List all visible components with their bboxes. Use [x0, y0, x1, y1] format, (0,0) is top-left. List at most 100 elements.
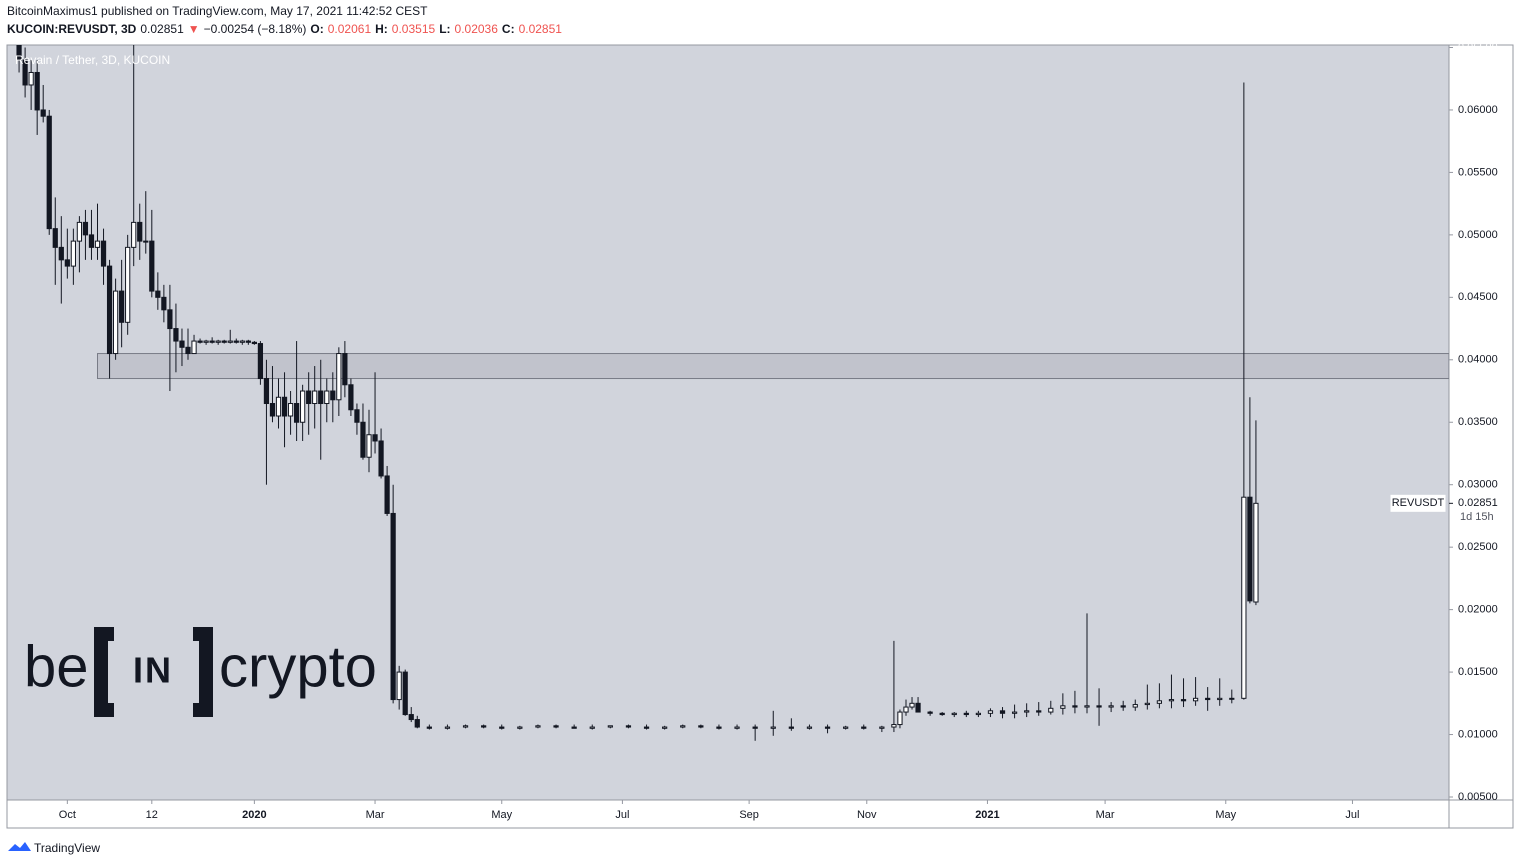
y-tick-label: 0.06500	[1458, 41, 1498, 53]
candle-body	[390, 512, 396, 701]
candle-body	[161, 296, 167, 311]
candle-body	[1229, 697, 1235, 700]
candle-body	[287, 403, 294, 417]
candle-body	[698, 725, 704, 728]
plot-area	[16, 45, 1449, 741]
candle-body	[46, 115, 52, 230]
candle-body	[275, 396, 282, 417]
candle-body	[1108, 705, 1114, 708]
header-field: C:	[502, 22, 515, 36]
candle-body	[939, 712, 945, 716]
x-tick-label: 2020	[242, 809, 266, 821]
candle-body	[269, 403, 276, 417]
candle-body	[1072, 705, 1078, 708]
candle-body	[499, 726, 505, 729]
candle-body	[444, 726, 451, 729]
y-tick-label: 0.03000	[1458, 479, 1498, 491]
candle-body	[414, 719, 420, 728]
frame	[6, 44, 1514, 829]
last-price-countdown: 1d 15h	[1460, 511, 1494, 523]
x-tick-label: Mar	[1096, 809, 1115, 821]
y-tick-label: 0.02000	[1458, 604, 1498, 616]
candle-body	[481, 725, 487, 728]
watermark-middle: IN	[133, 650, 173, 691]
watermark-brackets	[94, 627, 213, 717]
candle-body	[191, 340, 197, 355]
candle-body	[251, 341, 257, 345]
x-tick-label: 12	[146, 809, 158, 821]
candle-body	[131, 221, 137, 248]
header-field: 0.02061	[328, 22, 372, 36]
candle-body	[137, 221, 143, 242]
candle-body	[643, 726, 650, 729]
watermark-left: be	[24, 634, 89, 699]
candle-body	[52, 228, 58, 248]
candle-body	[70, 240, 76, 267]
candle-body	[1247, 496, 1253, 602]
candle-body	[517, 726, 523, 729]
candle-body	[263, 378, 270, 405]
candle-body	[1132, 704, 1138, 708]
candle-body	[167, 309, 173, 330]
candle-body	[607, 725, 613, 728]
candle-body	[680, 725, 686, 728]
candle-body	[770, 726, 776, 729]
last-price-box	[1450, 494, 1510, 527]
candle-body	[662, 726, 668, 729]
candle-body	[788, 726, 794, 729]
y-tick-label: 0.04500	[1458, 291, 1498, 303]
candle-body	[1011, 711, 1018, 714]
candle-body	[245, 340, 251, 343]
watermark: be IN crypto	[24, 627, 377, 717]
candle-body	[897, 711, 903, 726]
candle-body	[1205, 697, 1211, 701]
candle-body	[106, 265, 113, 355]
candle-body	[843, 726, 849, 729]
header-field: 0.02851	[140, 22, 184, 36]
watermark-right: crypto	[219, 634, 377, 699]
x-tick-label: Mar	[366, 809, 385, 821]
candle-body	[239, 340, 245, 343]
candle-body	[824, 726, 831, 729]
candle-body	[1048, 707, 1054, 713]
candle-body	[312, 390, 318, 405]
candle-body	[927, 711, 933, 714]
tv-logo	[8, 842, 31, 851]
candle-body	[227, 340, 233, 343]
candle-body	[354, 409, 360, 423]
candle-body	[999, 710, 1006, 714]
candle-body	[553, 725, 559, 728]
footer: TradingView	[34, 841, 100, 855]
y-tick-label: 0.05000	[1458, 229, 1498, 241]
header-field: O:	[310, 22, 323, 36]
x-tick-label: Sep	[739, 809, 759, 821]
candle-body	[64, 259, 70, 267]
x-tick-label: Jul	[615, 809, 629, 821]
candle-body	[396, 671, 402, 701]
header-field: 0.02036	[455, 22, 499, 36]
candle-body	[625, 725, 632, 728]
candle-body	[734, 726, 740, 729]
candle-body	[1060, 705, 1066, 709]
candle-body	[987, 710, 994, 714]
candle-body	[324, 390, 330, 405]
candle-body	[589, 726, 595, 729]
candle-body	[209, 340, 215, 343]
header-field: 0.03515	[392, 22, 436, 36]
candle-body	[82, 221, 89, 236]
publisher-line: BitcoinMaximus1 published on TradingView…	[7, 4, 428, 18]
candle-body	[336, 353, 342, 401]
candle-body	[1096, 705, 1102, 708]
support-zone	[97, 353, 1449, 380]
chart-title: Revain / Tether, 3D, KUCOIN	[15, 53, 170, 67]
candle-body	[100, 240, 107, 267]
y-tick-label: 0.02500	[1458, 541, 1498, 553]
candle-body	[58, 246, 64, 261]
candle-body	[1144, 702, 1150, 706]
x-tick-label: May	[491, 809, 512, 821]
candle-body	[909, 702, 915, 708]
y-tick-label: 0.00500	[1458, 791, 1498, 803]
x-tick-label: Oct	[59, 809, 76, 821]
candle-body	[384, 475, 390, 514]
